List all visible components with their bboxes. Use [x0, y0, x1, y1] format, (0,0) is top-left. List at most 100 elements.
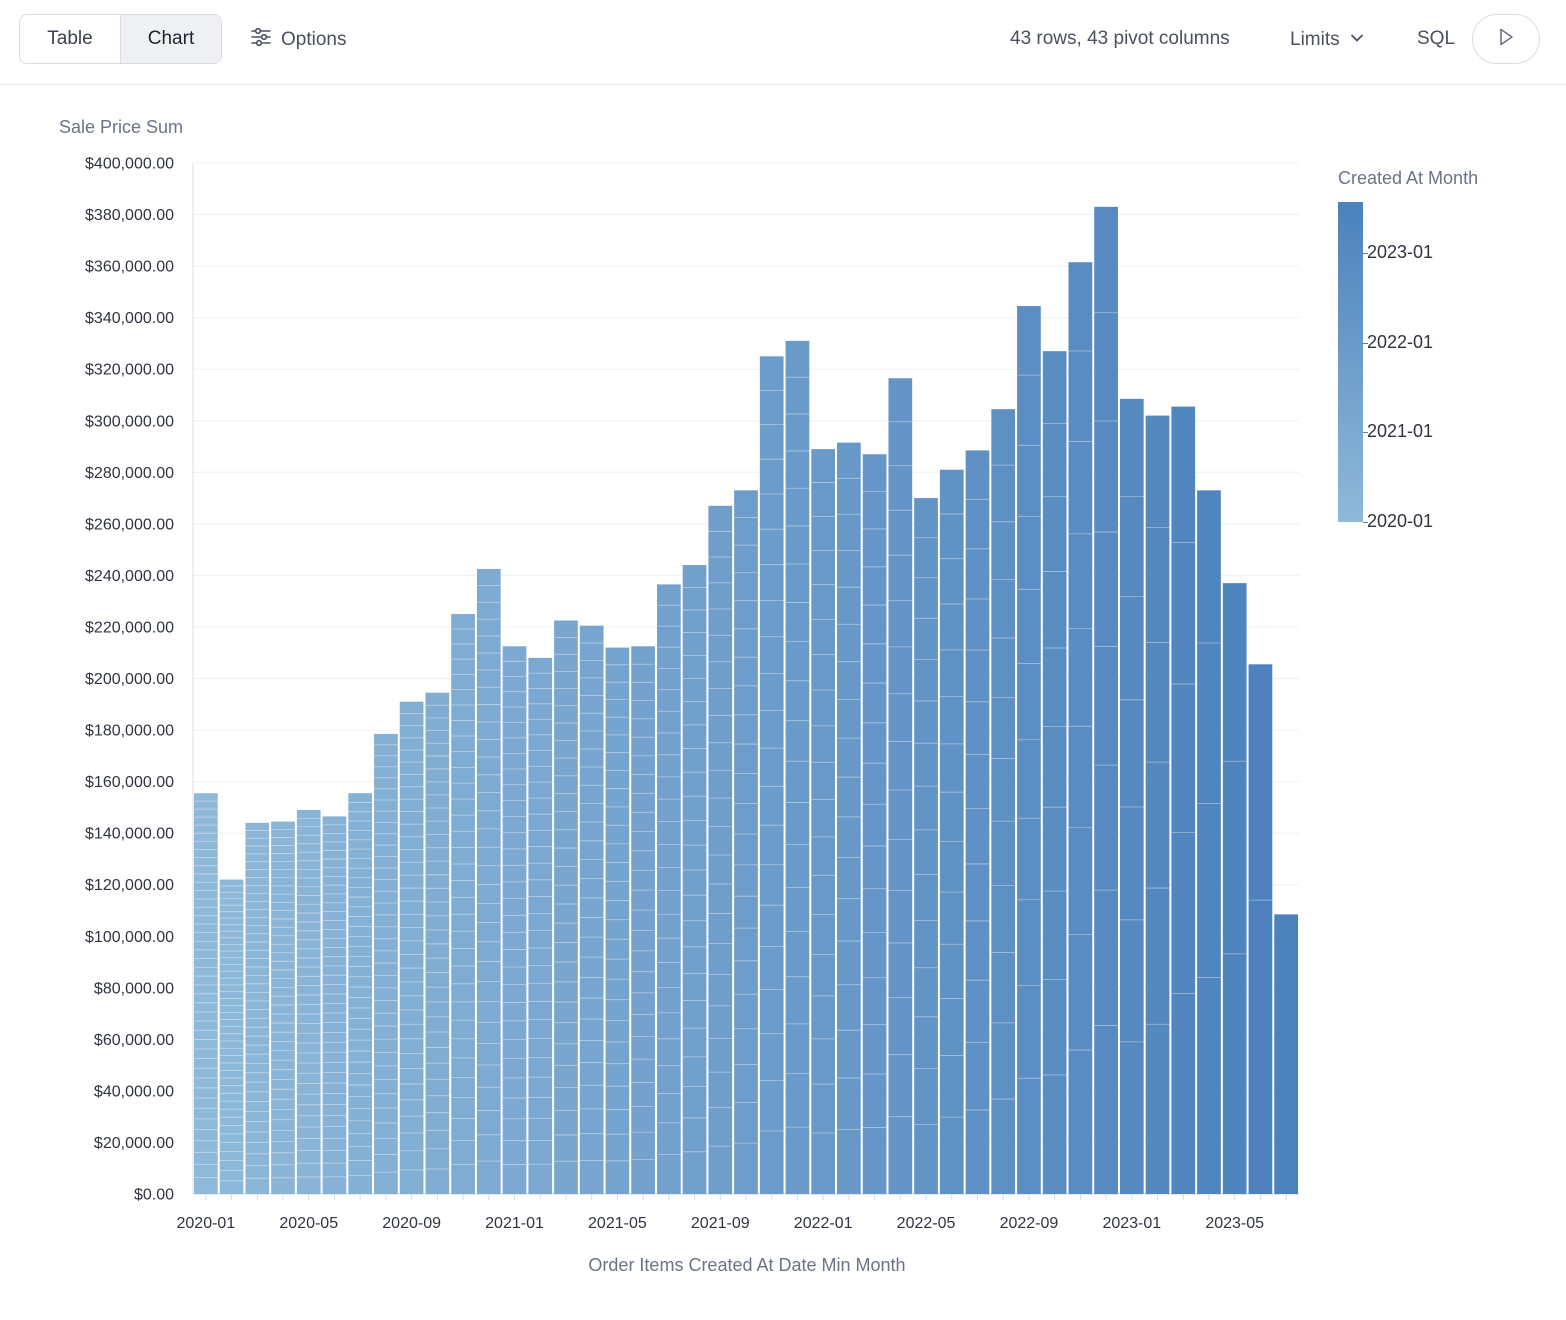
- bar[interactable]: [1068, 262, 1093, 1194]
- bar-fill: [734, 490, 758, 1194]
- bar[interactable]: [1094, 206, 1118, 1194]
- bar[interactable]: [502, 646, 527, 1194]
- bar[interactable]: [811, 449, 836, 1194]
- y-tick-label: $0.00: [134, 1187, 174, 1204]
- bar-fill: [399, 701, 424, 1194]
- bar-fill: [656, 584, 681, 1194]
- bar-fill: [939, 469, 964, 1194]
- chevron-down-icon: [1350, 29, 1364, 51]
- y-tick-label: $140,000.00: [85, 826, 174, 843]
- bar[interactable]: [399, 701, 424, 1194]
- row-count-info: 43 rows, 43 pivot columns: [1010, 28, 1230, 49]
- x-tick-label: 2023-05: [1205, 1215, 1264, 1232]
- bar-fill: [1248, 664, 1273, 1194]
- bar[interactable]: [348, 793, 373, 1194]
- y-tick-label: $100,000.00: [85, 929, 174, 946]
- bar[interactable]: [271, 821, 295, 1194]
- bar[interactable]: [579, 625, 604, 1194]
- bar-fill: [837, 442, 861, 1194]
- y-tick-label: $220,000.00: [85, 619, 174, 636]
- legend-tick-label: 2023-01: [1367, 242, 1434, 262]
- options-button[interactable]: Options: [250, 20, 346, 60]
- bar[interactable]: [1042, 351, 1067, 1195]
- bar[interactable]: [734, 490, 758, 1194]
- bar[interactable]: [939, 469, 964, 1194]
- table-view-button[interactable]: Table: [47, 28, 93, 49]
- bar[interactable]: [219, 879, 244, 1194]
- legend-tick-label: 2021-01: [1367, 421, 1434, 441]
- chart-area: $0.00 $20,000.00 $40,000.00 $60,000.00 $80,0…: [0, 85, 1566, 1320]
- bar[interactable]: [528, 657, 553, 1194]
- legend-tick-label: 2020-01: [1367, 511, 1434, 531]
- bar[interactable]: [605, 647, 630, 1194]
- y-tick-label: $60,000.00: [94, 1032, 174, 1049]
- y-tick-label: $240,000.00: [85, 568, 174, 585]
- x-tick-label: 2021-01: [485, 1215, 544, 1232]
- bar-fill: [1197, 490, 1221, 1194]
- legend-tick-label: 2022-01: [1367, 332, 1434, 352]
- chart-view-button[interactable]: Chart: [120, 15, 221, 63]
- legend-title: Created At Month: [1338, 168, 1479, 188]
- bar[interactable]: [1017, 306, 1041, 1194]
- bar[interactable]: [631, 646, 655, 1194]
- bar[interactable]: [1274, 914, 1298, 1194]
- x-tick-label: 2022-01: [794, 1215, 853, 1232]
- results-toolbar: Table Chart Options 43 rows, 43 pivot co…: [0, 0, 1566, 85]
- bar[interactable]: [1222, 583, 1247, 1194]
- bar[interactable]: [965, 450, 990, 1194]
- bar[interactable]: [194, 793, 218, 1194]
- run-query-button[interactable]: [1472, 14, 1540, 64]
- bar[interactable]: [991, 409, 1016, 1194]
- bar-fill: [245, 822, 270, 1194]
- bar-fill: [271, 821, 295, 1194]
- bar[interactable]: [296, 809, 321, 1194]
- bar[interactable]: [1119, 398, 1144, 1194]
- bar[interactable]: [759, 356, 784, 1194]
- bar[interactable]: [708, 505, 733, 1194]
- legend-color-scale: [1338, 202, 1363, 522]
- bar[interactable]: [914, 498, 938, 1194]
- bar-fill: [1171, 406, 1196, 1195]
- bar[interactable]: [785, 340, 810, 1194]
- bar-fill: [425, 692, 450, 1194]
- y-tick-label: $20,000.00: [94, 1135, 174, 1152]
- bar[interactable]: [837, 442, 861, 1194]
- bar-chart: $0.00 $20,000.00 $40,000.00 $60,000.00 $80,0…: [85, 156, 1299, 1232]
- sql-button[interactable]: SQL: [1417, 28, 1456, 49]
- bar[interactable]: [1248, 664, 1273, 1194]
- x-tick-label: 2022-09: [1000, 1215, 1059, 1232]
- legend-tick-mark: [1363, 253, 1368, 254]
- bar[interactable]: [425, 692, 450, 1194]
- bar-fill: [605, 647, 630, 1194]
- x-tick-label: 2021-05: [588, 1215, 647, 1232]
- y-tick-label: $320,000.00: [85, 362, 174, 379]
- bar-fill: [194, 793, 218, 1194]
- bar[interactable]: [476, 568, 501, 1194]
- bar[interactable]: [245, 822, 270, 1194]
- y-tick-label: $300,000.00: [85, 413, 174, 430]
- bar[interactable]: [656, 584, 681, 1194]
- bar-fill: [502, 646, 527, 1194]
- bar[interactable]: [374, 733, 398, 1194]
- x-axis-title: Order Items Created At Date Min Month: [588, 1255, 906, 1275]
- bar[interactable]: [322, 816, 347, 1194]
- bar-fill: [296, 809, 321, 1194]
- legend-tick-mark: [1363, 432, 1368, 433]
- bar[interactable]: [682, 565, 707, 1194]
- bar-fill: [1017, 306, 1041, 1194]
- play-icon: [1496, 27, 1516, 52]
- y-tick-label: $120,000.00: [85, 877, 174, 894]
- bar[interactable]: [888, 378, 913, 1194]
- bar[interactable]: [1171, 406, 1196, 1195]
- legend-tick-mark: [1363, 343, 1368, 344]
- y-tick-label: $40,000.00: [94, 1083, 174, 1100]
- bar[interactable]: [862, 454, 887, 1194]
- bar-fill: [1042, 351, 1067, 1195]
- bar[interactable]: [1145, 415, 1170, 1195]
- bar[interactable]: [554, 620, 578, 1194]
- bar[interactable]: [1197, 490, 1221, 1194]
- bar-fill: [785, 340, 810, 1194]
- limits-dropdown[interactable]: Limits: [1290, 22, 1364, 58]
- bar[interactable]: [451, 614, 475, 1194]
- bar-fill: [862, 454, 887, 1194]
